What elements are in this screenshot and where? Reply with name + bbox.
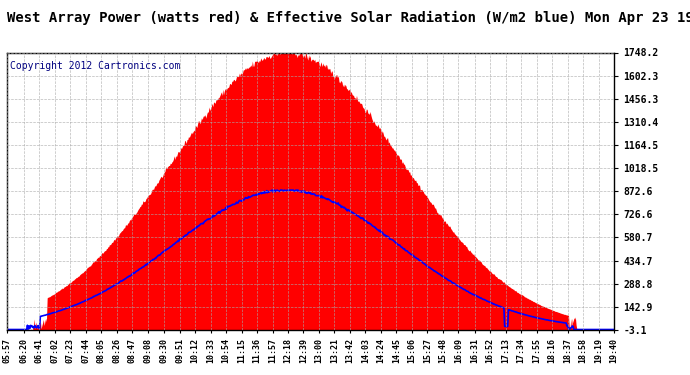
Text: West Array Power (watts red) & Effective Solar Radiation (W/m2 blue) Mon Apr 23 : West Array Power (watts red) & Effective…	[7, 11, 690, 26]
Text: Copyright 2012 Cartronics.com: Copyright 2012 Cartronics.com	[10, 61, 180, 71]
